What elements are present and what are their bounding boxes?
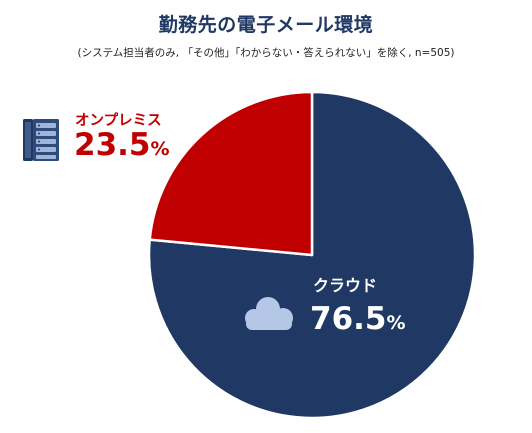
chart-title: 勤務先の電子メール環境 [158,14,374,36]
cloud-label: クラウド [313,276,378,295]
onprem-label: オンプレミス [75,113,162,129]
pie-slice-1 [148,90,314,257]
onprem-value: 23.5% [74,127,170,163]
cloud-value: 76.5% [310,301,406,337]
server-icon [23,119,59,161]
chart-subtitle: (システム担当者のみ, 「その他」「わからない・答えられない」を除く, n=50… [77,47,455,59]
cloud-icon [245,297,293,330]
